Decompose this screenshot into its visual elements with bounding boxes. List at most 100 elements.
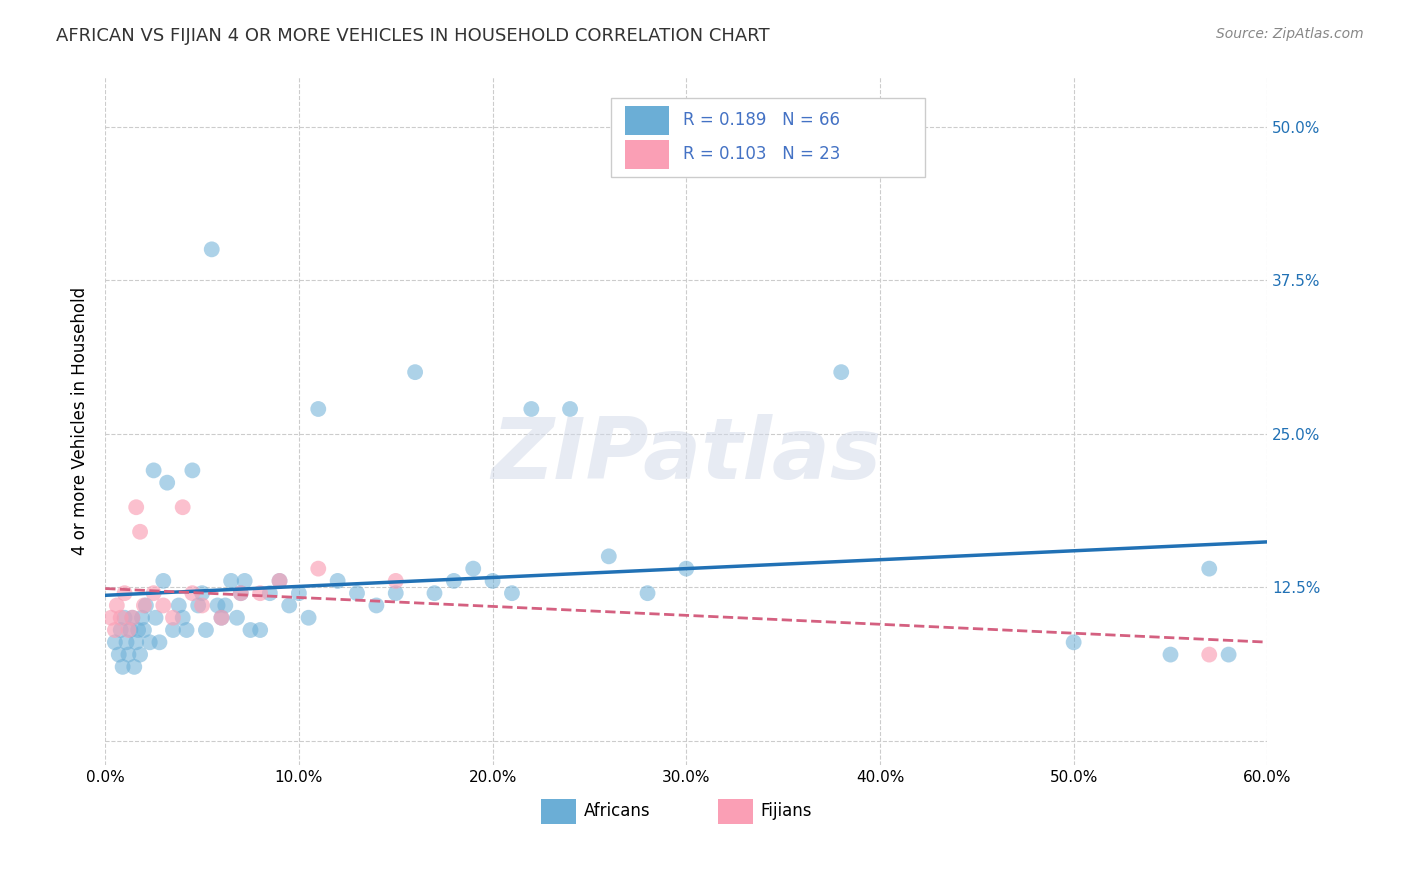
Text: Source: ZipAtlas.com: Source: ZipAtlas.com — [1216, 27, 1364, 41]
Point — [558, 402, 581, 417]
Point — [229, 586, 252, 600]
Point — [122, 660, 145, 674]
Point — [239, 623, 262, 637]
Text: ZIPatlas: ZIPatlas — [491, 414, 882, 497]
Point — [115, 635, 138, 649]
Point — [162, 623, 184, 637]
Point — [152, 599, 174, 613]
Point — [172, 500, 194, 515]
Point — [214, 599, 236, 613]
Point — [110, 623, 132, 637]
Point — [520, 402, 543, 417]
FancyBboxPatch shape — [624, 140, 669, 169]
Point — [219, 574, 242, 588]
FancyBboxPatch shape — [717, 799, 752, 823]
Point — [129, 524, 152, 539]
Point — [127, 623, 149, 637]
Point — [1198, 561, 1220, 575]
Point — [121, 611, 143, 625]
Point — [233, 574, 256, 588]
Point — [117, 623, 139, 637]
Point — [463, 561, 485, 575]
Point — [598, 549, 620, 564]
Point — [111, 660, 134, 674]
Point — [209, 611, 232, 625]
Y-axis label: 4 or more Vehicles in Household: 4 or more Vehicles in Household — [72, 287, 89, 556]
Point — [346, 586, 368, 600]
Point — [191, 599, 214, 613]
Point — [384, 574, 406, 588]
Point — [100, 611, 122, 625]
Point — [114, 586, 136, 600]
Point — [125, 635, 148, 649]
Point — [1218, 648, 1240, 662]
Point — [152, 574, 174, 588]
Point — [162, 611, 184, 625]
Point — [114, 611, 136, 625]
Point — [443, 574, 465, 588]
Point — [259, 586, 281, 600]
Point — [167, 599, 190, 613]
Text: AFRICAN VS FIJIAN 4 OR MORE VEHICLES IN HOUSEHOLD CORRELATION CHART: AFRICAN VS FIJIAN 4 OR MORE VEHICLES IN … — [56, 27, 770, 45]
Point — [307, 402, 329, 417]
Point — [176, 623, 198, 637]
FancyBboxPatch shape — [541, 799, 576, 823]
Point — [125, 500, 148, 515]
Point — [288, 586, 311, 600]
Point — [249, 586, 271, 600]
Point — [384, 586, 406, 600]
Point — [139, 635, 162, 649]
Point — [148, 635, 170, 649]
Point — [117, 648, 139, 662]
Point — [132, 623, 155, 637]
Point — [830, 365, 852, 379]
Point — [209, 611, 232, 625]
Point — [129, 648, 152, 662]
Point — [269, 574, 291, 588]
Point — [104, 623, 127, 637]
Point — [142, 463, 165, 477]
Point — [105, 599, 128, 613]
Point — [107, 648, 129, 662]
Point — [404, 365, 426, 379]
Point — [1160, 648, 1182, 662]
Point — [121, 611, 143, 625]
Text: Africans: Africans — [583, 802, 651, 820]
Point — [297, 611, 319, 625]
Point — [675, 561, 697, 575]
Point — [249, 623, 271, 637]
Point — [172, 611, 194, 625]
Point — [278, 599, 301, 613]
Point — [131, 611, 153, 625]
Point — [269, 574, 291, 588]
Point — [1198, 648, 1220, 662]
Point — [181, 463, 204, 477]
Point — [142, 586, 165, 600]
FancyBboxPatch shape — [610, 98, 925, 178]
Point — [194, 623, 217, 637]
Point — [191, 586, 214, 600]
Point — [135, 599, 157, 613]
Point — [226, 611, 249, 625]
Point — [132, 599, 155, 613]
Point — [145, 611, 167, 625]
Text: Fijians: Fijians — [761, 802, 813, 820]
Point — [481, 574, 503, 588]
Point — [501, 586, 523, 600]
Point — [423, 586, 446, 600]
Point — [110, 611, 132, 625]
Point — [104, 635, 127, 649]
Point — [181, 586, 204, 600]
Point — [207, 599, 229, 613]
Text: R = 0.189   N = 66: R = 0.189 N = 66 — [683, 112, 839, 129]
Text: R = 0.103   N = 23: R = 0.103 N = 23 — [683, 145, 841, 163]
Point — [187, 599, 209, 613]
Point — [229, 586, 252, 600]
Point — [637, 586, 659, 600]
Point — [120, 623, 142, 637]
Point — [326, 574, 349, 588]
Point — [201, 243, 224, 257]
FancyBboxPatch shape — [624, 105, 669, 135]
Point — [1063, 635, 1085, 649]
Point — [366, 599, 388, 613]
